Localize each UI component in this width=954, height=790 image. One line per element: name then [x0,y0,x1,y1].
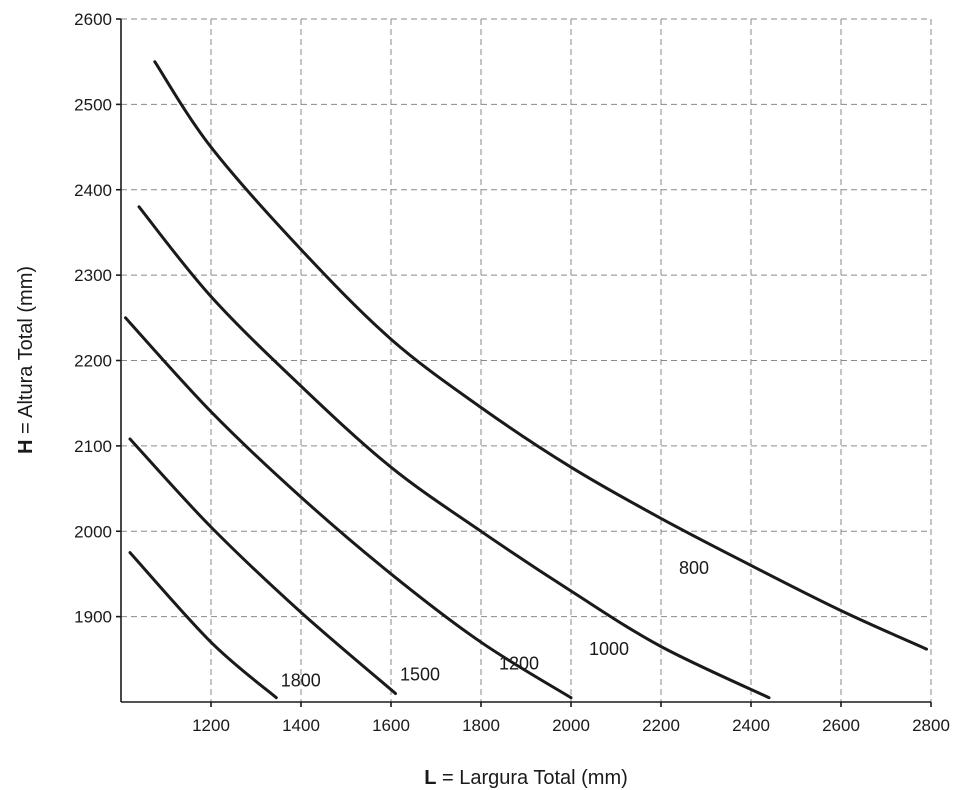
y-tick-label-2200: 2200 [74,352,112,371]
x-tick-label-1200: 1200 [192,716,230,735]
y-axis-title: H = Altura Total (mm) [15,266,37,454]
curve-1000 [137,205,771,700]
y-tick-label-2500: 2500 [74,95,112,114]
curve-1800 [128,551,278,700]
x-axis-title-text: = Largura Total (mm) [436,767,627,789]
tick-labels: 1200 1400 1600 1800 2000 2200 2400 2600 2800 1900… [74,10,950,735]
y-tick-label-2400: 2400 [74,181,112,200]
grid-lines [121,18,932,702]
x-tick-label-1400: 1400 [282,716,320,735]
x-tick-label-2200: 2200 [642,716,680,735]
y-axis-title-symbol: H [15,440,37,454]
curve-label-1000: 1000 [589,639,629,659]
x-tick-label-2600: 2600 [822,716,860,735]
x-tick-label-1800: 1800 [462,716,500,735]
y-tick-label-1900: 1900 [74,608,112,627]
x-tick-label-2800: 2800 [912,716,950,735]
curves [124,60,928,700]
y-axis-title-text: = Altura Total (mm) [15,266,37,440]
y-tick-label-2300: 2300 [74,266,112,285]
curve-1200 [124,316,573,700]
curve-labels: 800 1000 1200 1500 1800 [281,558,709,691]
x-axis-title: L = Largura Total (mm) [424,767,628,789]
curve-1500 [128,437,397,695]
y-tick-label-2000: 2000 [74,522,112,541]
axes [116,18,932,707]
x-tick-label-2000: 2000 [552,716,590,735]
curve-800 [153,60,928,651]
x-axis-title-symbol: L [424,767,436,789]
y-tick-label-2100: 2100 [74,437,112,456]
x-tick-label-2400: 2400 [732,716,770,735]
curve-label-1800: 1800 [281,671,321,691]
curve-label-1200: 1200 [499,654,539,674]
curve-label-800: 800 [679,558,709,578]
curve-label-1500: 1500 [400,665,440,685]
x-tick-label-1600: 1600 [372,716,410,735]
y-tick-label-2600: 2600 [74,10,112,29]
